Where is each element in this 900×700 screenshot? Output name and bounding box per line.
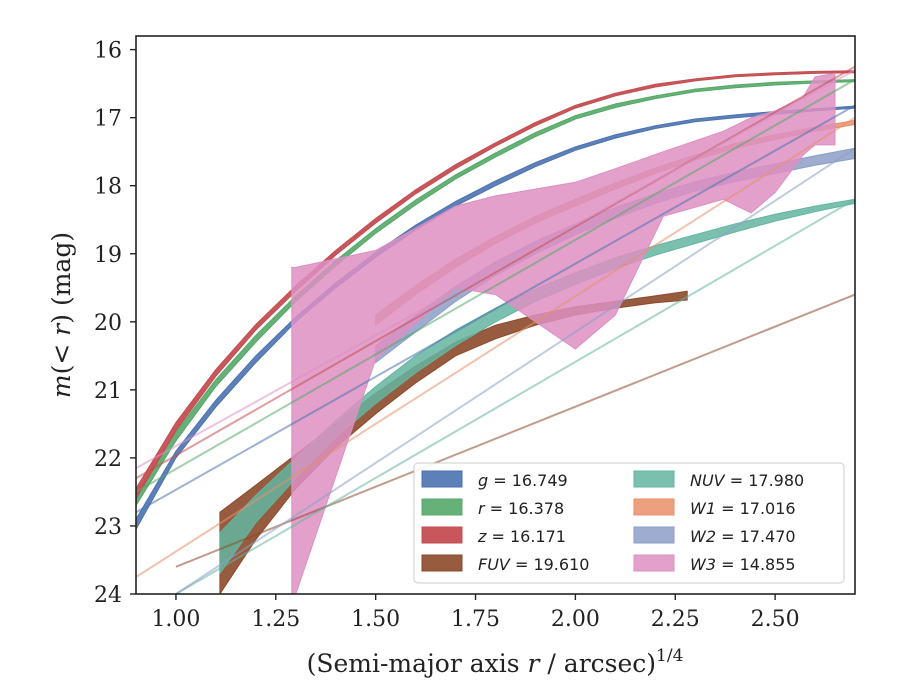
- legend-swatch-r: [421, 498, 463, 516]
- y-tick-label: 24: [94, 583, 122, 608]
- legend-swatch-z: [421, 526, 463, 544]
- legend-swatch-w2: [633, 526, 675, 544]
- y-tick-label: 23: [94, 515, 122, 540]
- model-line-w3: [136, 69, 855, 469]
- x-tick-label: 1.25: [251, 607, 300, 632]
- x-axis: 1.00 1.25 1.50 1.75 2.00 2.25 2.50: [151, 594, 800, 632]
- y-tick-label: 21: [94, 379, 122, 404]
- x-tick-label: 1.00: [151, 607, 200, 632]
- x-axis-label-rest: / arcsec): [539, 649, 656, 678]
- y-axis-label-paren-close: ): [47, 314, 76, 324]
- y-axis-label-r: r: [47, 322, 76, 336]
- x-tick-label: 2.50: [751, 607, 800, 632]
- y-tick-label: 18: [94, 175, 122, 200]
- y-axis-label-paren-open: (: [47, 365, 76, 375]
- band-z: [136, 70, 855, 500]
- x-axis-label: (Semi-major axis r / arcsec)1/4: [307, 646, 684, 678]
- y-tick-label: 20: [94, 311, 122, 336]
- x-tick-label: 2.00: [551, 607, 600, 632]
- model-line-w2: [175, 147, 855, 594]
- legend-frame: [413, 462, 845, 584]
- model-lines: [136, 65, 855, 594]
- legend-label-w2: W2 = 17.470: [690, 527, 796, 546]
- y-axis-label-unit: (mag): [47, 232, 76, 314]
- legend-label-g: g = 16.749: [478, 471, 568, 490]
- x-tick-label: 1.75: [451, 607, 500, 632]
- x-tick-label: 1.50: [351, 607, 400, 632]
- y-axis: 16 17 18 19 20 21 22 23 24: [94, 39, 136, 608]
- legend: g = 16.749 r = 16.378 z = 16.171 FUV = 19.6…: [413, 462, 845, 584]
- model-line-nuv: [175, 198, 855, 594]
- x-axis-label-exponent: 1/4: [656, 646, 683, 666]
- x-axis-label-var: r: [528, 649, 542, 678]
- legend-label-r: r = 16.378: [478, 499, 564, 518]
- band-r: [136, 79, 855, 507]
- model-line-r: [136, 78, 855, 493]
- model-line-w1: [136, 116, 855, 578]
- y-tick-label: 22: [94, 447, 122, 472]
- legend-swatch-w1: [633, 498, 675, 516]
- legend-label-w1: W1 = 17.016: [690, 499, 796, 518]
- y-axis-label-var: m: [47, 374, 76, 398]
- x-axis-label-open: (Semi-major axis: [307, 649, 528, 678]
- model-line-g: [136, 104, 855, 514]
- legend-label-fuv: FUV = 19.610: [478, 555, 589, 574]
- legend-label-z: z = 16.171: [477, 527, 566, 546]
- legend-label-nuv: NUV = 17.980: [690, 471, 804, 490]
- legend-swatch-fuv: [421, 554, 463, 572]
- y-tick-label: 16: [94, 39, 122, 64]
- x-tick-label: 2.25: [651, 607, 700, 632]
- legend-swatch-nuv: [633, 470, 675, 488]
- model-line-z: [136, 65, 855, 480]
- data-bands: [136, 70, 855, 594]
- y-tick-label: 19: [94, 243, 122, 268]
- y-axis-label: m(< r) (mag): [47, 232, 76, 398]
- legend-swatch-g: [421, 470, 463, 488]
- model-line-fuv: [175, 293, 855, 568]
- y-tick-label: 17: [94, 107, 122, 132]
- plot-frame: [135, 35, 856, 595]
- y-axis-label-lt: <: [47, 336, 76, 365]
- legend-label-w3: W3 = 14.855: [690, 555, 796, 574]
- legend-swatch-w3: [633, 554, 675, 572]
